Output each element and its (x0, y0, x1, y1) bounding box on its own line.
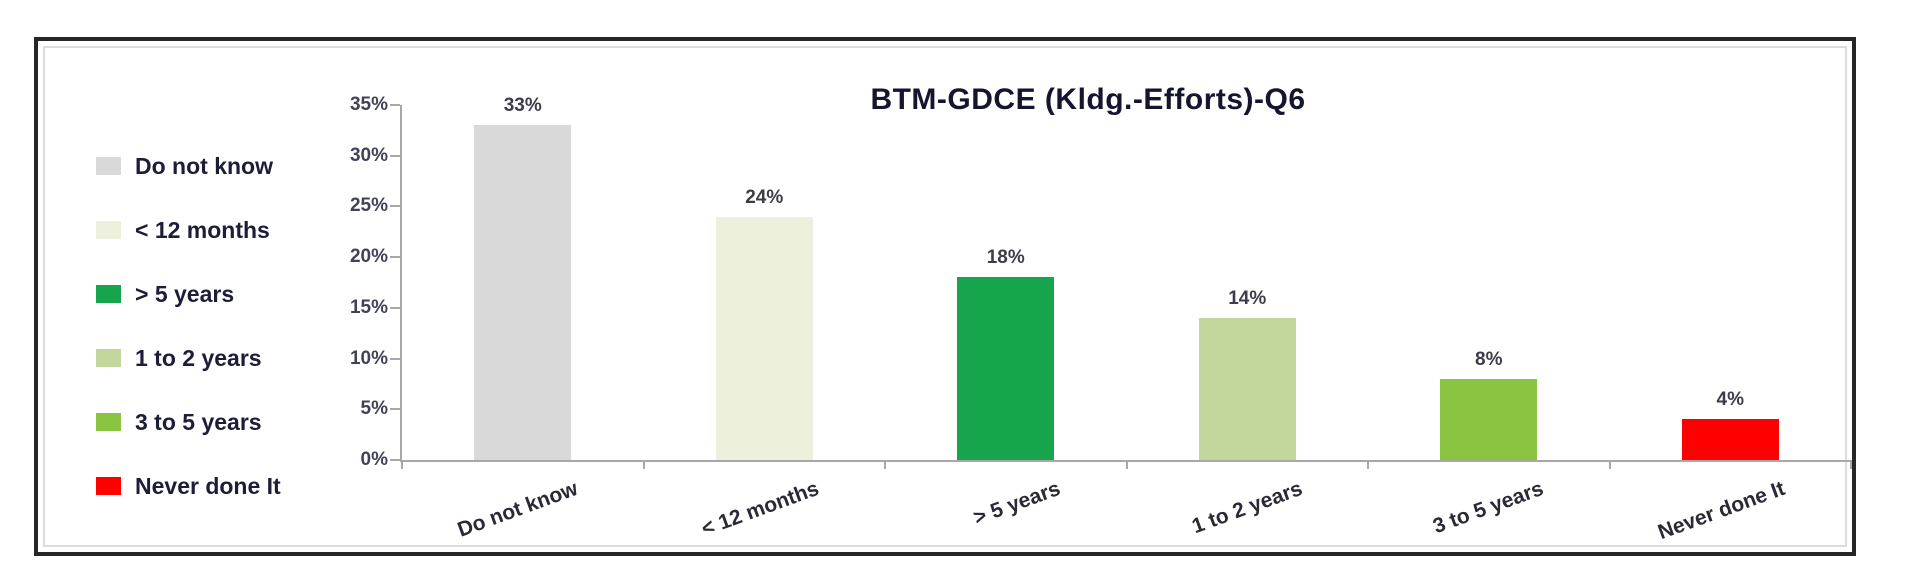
y-axis-tick (390, 306, 400, 309)
chart-title: BTM-GDCE (Kldg.-Efforts)-Q6 (870, 83, 1306, 116)
y-axis-tick-label: 25% (349, 195, 388, 217)
y-axis-tick-label: 35% (349, 94, 388, 115)
y-axis-tick-label: 15% (349, 296, 388, 318)
bar-value-label: 18% (986, 247, 1025, 269)
bar-value-label: 14% (1228, 288, 1267, 309)
x-axis-tick (1850, 460, 1852, 469)
bar-3 (1198, 318, 1296, 460)
legend-item: Never done It (96, 454, 281, 518)
bar-value-label: 4% (1716, 389, 1744, 411)
y-axis-tick (390, 154, 400, 157)
legend-swatch (96, 221, 121, 239)
legend-item-label: > 5 years (135, 280, 235, 307)
y-axis-tick-label: 0% (360, 449, 388, 470)
legend-item: < 12 months (96, 198, 281, 262)
legend-item-label: Never done It (135, 472, 281, 499)
legend-item: > 5 years (96, 262, 281, 326)
y-axis-tick-label: 20% (349, 246, 388, 268)
plot-area: 0% 5% 10% 15% 20% 25% 30% 35% 33% Do not know 24% <… (350, 94, 1852, 544)
x-axis-category-label: > 5 years (970, 477, 1064, 530)
y-axis-tick (390, 104, 400, 106)
x-axis-category-label: 1 to 2 years (1188, 477, 1306, 539)
chart-frame: BTM-GDCE (Kldg.-Efforts)-Q6 Do not know <… (34, 37, 1856, 556)
x-axis-tick (401, 460, 403, 469)
legend-swatch (96, 157, 121, 175)
x-axis-category-label: Do not know (454, 477, 581, 542)
y-axis-tick-label: 5% (360, 398, 388, 420)
bar-1 (715, 216, 813, 460)
y-axis-tick (390, 408, 400, 411)
y-axis-tick-label: 30% (349, 144, 388, 166)
bar-value-label: 8% (1475, 348, 1503, 370)
bar-value-label: 33% (503, 95, 542, 117)
x-axis-tick (642, 460, 645, 469)
bar-value-label: 24% (745, 186, 784, 208)
bar-2 (957, 277, 1055, 460)
x-axis-tick (1608, 460, 1611, 469)
y-axis-tick (390, 205, 400, 208)
y-axis-tick-label: 10% (349, 347, 388, 369)
bar-4 (1440, 378, 1538, 460)
y-axis-tick (390, 357, 400, 360)
x-axis-category-label: Never done It (1655, 477, 1789, 545)
y-axis-tick (390, 256, 400, 259)
legend-item: 1 to 2 years (96, 326, 281, 390)
legend-swatch (96, 413, 121, 431)
x-axis-tick (1125, 460, 1128, 469)
legend-item-label: Do not know (135, 152, 273, 179)
legend-item-label: 1 to 2 years (135, 344, 262, 371)
legend-item: 3 to 5 years (96, 390, 281, 454)
bar-5 (1681, 419, 1779, 460)
x-axis-category-label: 3 to 5 years (1430, 477, 1547, 539)
x-axis-tick (884, 460, 886, 469)
y-axis-tick (390, 459, 400, 461)
legend-swatch (96, 477, 121, 495)
legend-swatch (96, 349, 121, 367)
legend-swatch (96, 285, 121, 303)
x-axis-category-label: < 12 months (698, 477, 823, 541)
legend-item-label: < 12 months (135, 216, 270, 243)
bar-0 (474, 125, 572, 460)
chart-legend: Do not know < 12 months > 5 years 1 to 2 ye… (96, 134, 281, 518)
legend-item: Do not know (96, 134, 281, 198)
legend-item-label: 3 to 5 years (135, 408, 262, 435)
x-axis-tick (1367, 460, 1369, 469)
